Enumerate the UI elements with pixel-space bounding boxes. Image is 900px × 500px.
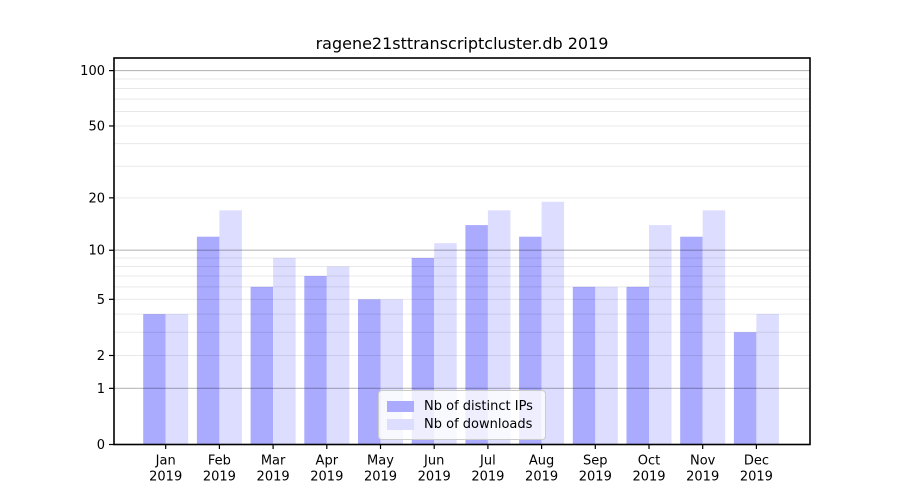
bar-mar-downloads [273,257,296,445]
legend-label-downloads: Nb of downloads [424,416,533,432]
x-tick-label-month: Feb [208,454,231,469]
x-tick-label-month: Jun [423,454,444,469]
y-tick-label: 1 [97,382,105,397]
x-tick-label-month: Apr [316,454,339,469]
y-tick-label: 5 [97,293,105,308]
x-tick-label-year: 2019 [471,470,504,485]
bar-oct-distinct-ips [626,286,649,445]
bar-nov-distinct-ips [680,236,703,445]
x-tick-label-month: May [367,454,394,469]
bar-aug-downloads [541,201,565,445]
bar-apr-distinct-ips [304,276,327,445]
bar-oct-downloads [649,225,672,445]
bar-may-distinct-ips [358,299,381,445]
x-tick-label-month: Oct [638,454,660,469]
x-tick-label-year: 2019 [525,470,558,485]
chart-title: ragene21sttranscriptcluster.db 2019 [315,34,609,53]
x-tick-label-year: 2019 [686,470,719,485]
legend: Nb of distinct IPs Nb of downloads [378,390,546,440]
bar-feb-distinct-ips [196,236,220,445]
y-tick-label: 50 [88,119,105,134]
legend-item-distinct-ips: Nb of distinct IPs [387,397,537,415]
bar-jan-distinct-ips [143,314,166,445]
bar-dec-downloads [756,314,779,445]
x-tick-label-month: Aug [529,454,554,469]
y-tick-label: 10 [88,244,105,259]
x-tick-label-year: 2019 [310,470,343,485]
bar-jul-downloads [487,210,511,445]
bar-jan-downloads [165,314,189,445]
bar-dec-distinct-ips [733,332,757,445]
x-tick-label-month: Jan [155,454,176,469]
bar-apr-downloads [326,266,350,445]
y-tick-label: 20 [88,191,105,206]
x-tick-label-month: Dec [744,454,769,469]
legend-swatch-downloads [387,418,414,430]
legend-swatch-distinct-ips [387,400,414,412]
plot-border [113,57,811,446]
bar-nov-downloads [702,210,726,445]
x-tick-label-year: 2019 [418,470,451,485]
x-tick-label-year: 2019 [364,470,397,485]
legend-label-distinct-ips: Nb of distinct IPs [424,398,533,414]
x-tick-label-month: Nov [690,454,716,469]
x-tick-label-year: 2019 [149,470,182,485]
bar-sep-downloads [595,286,618,445]
x-tick-label-month: Mar [261,454,286,469]
bar-sep-distinct-ips [572,286,596,445]
x-tick-label-year: 2019 [740,470,773,485]
bar-jul-distinct-ips [465,225,488,445]
x-tick-label-month: Sep [583,454,608,469]
bar-mar-distinct-ips [250,286,274,445]
y-tick-label: 2 [97,349,105,364]
y-tick-label: 100 [80,64,105,79]
y-tick-label: 0 [97,438,105,453]
legend-item-downloads: Nb of downloads [387,415,537,433]
x-tick-label-year: 2019 [203,470,236,485]
x-tick-label-year: 2019 [632,470,665,485]
x-tick-label-year: 2019 [579,470,612,485]
x-tick-label-year: 2019 [257,470,290,485]
bar-feb-downloads [219,210,242,445]
x-tick-label-month: Jul [479,454,496,469]
